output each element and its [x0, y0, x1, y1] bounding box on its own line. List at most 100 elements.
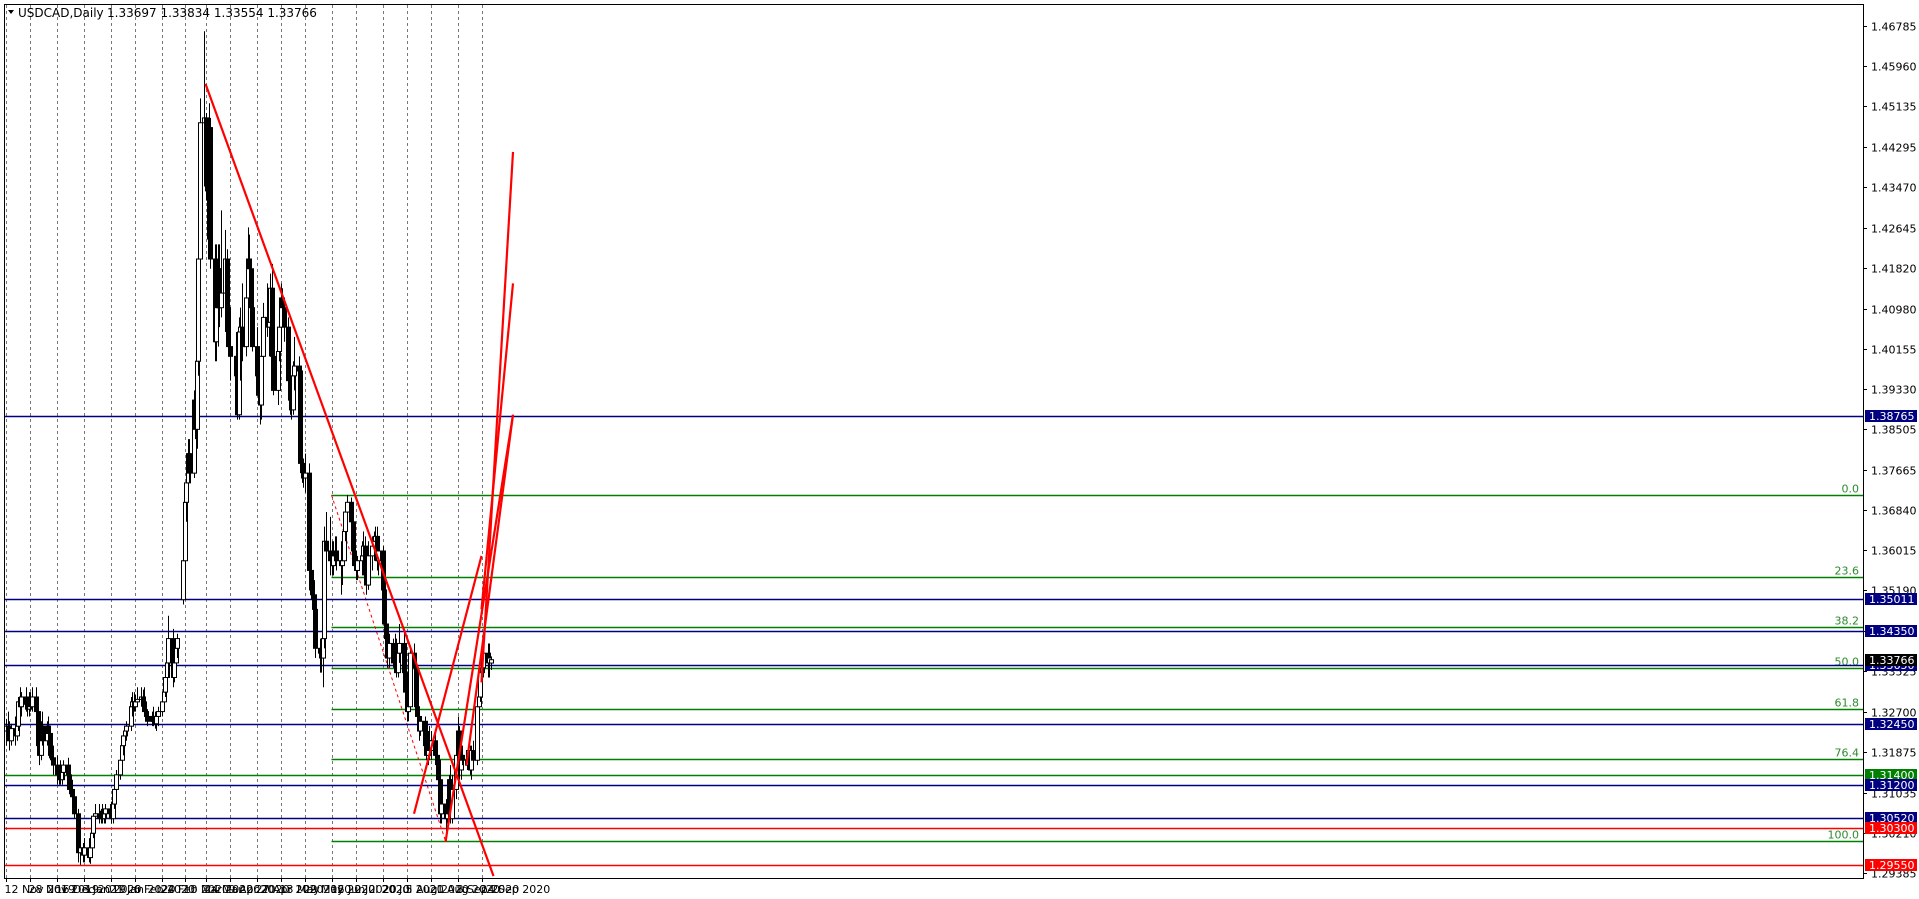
candle-body-bull	[418, 720, 423, 732]
candle-body-bull	[475, 706, 480, 761]
level-price-badge	[1865, 593, 1917, 605]
candle	[418, 716, 423, 736]
fibonacci-retracement[interactable]: 0.0 23.6 38.2 50.0 61.8 76.4 100.0	[331, 483, 1864, 843]
candle-body-bear	[228, 346, 233, 357]
x-tick-label: 10 Mar 2020	[184, 883, 254, 896]
candle-body-bull	[345, 501, 350, 513]
candle-body-bear	[334, 550, 339, 562]
dropdown-triangle-icon[interactable]	[8, 10, 14, 14]
level-price-badge-label: 1.34350	[1869, 625, 1915, 638]
candle	[439, 789, 444, 824]
fib-diagonal[interactable]	[331, 494, 446, 842]
candle-body-bear	[240, 326, 245, 348]
fib-level-label: 38.2	[1835, 615, 1860, 628]
x-tick-label: 6 Feb 2020	[134, 883, 195, 896]
candle	[72, 794, 77, 819]
candle	[51, 745, 56, 775]
candle-body-bull	[114, 774, 119, 790]
candle	[334, 536, 339, 571]
candle	[355, 555, 360, 581]
level-price-badge	[1865, 822, 1917, 834]
candle	[67, 769, 72, 795]
candle	[489, 656, 494, 671]
candle	[19, 692, 24, 717]
candle	[219, 210, 224, 318]
candle	[175, 633, 180, 659]
candle-body-bull	[88, 847, 93, 859]
trend-line-channel-upper[interactable]	[412, 555, 483, 815]
candle-body-bear	[76, 813, 81, 854]
y-tick-label: 1.31875	[1871, 747, 1917, 760]
x-tick-label: 28 Nov 2019	[29, 883, 99, 896]
y-tick-label: 1.45960	[1871, 61, 1917, 74]
candle-body-bull	[244, 297, 249, 348]
candle-body-bull	[277, 326, 282, 352]
x-tick-label: 16 Jun 2020	[331, 883, 397, 896]
candle-body-bull	[340, 560, 345, 567]
y-tick-label: 1.44295	[1871, 142, 1917, 155]
candle-body-bull	[343, 511, 348, 533]
candle-body-bull	[9, 728, 14, 742]
candle-body-bull	[30, 696, 35, 708]
candle-body-bull	[292, 365, 297, 377]
x-tick-label: 8 Sep 2020	[457, 883, 520, 896]
candle-body-bull	[214, 307, 219, 343]
level-price-badge	[1865, 718, 1917, 730]
candle-body-bull	[61, 764, 66, 773]
price-axis[interactable]: 1.46785 1.45960 1.45135 1.44295 1.43470 1.426…	[1863, 21, 1917, 881]
trend-line-channel-lower[interactable]	[444, 414, 515, 843]
x-tick-label: 24 Mar 2020	[205, 883, 275, 896]
trend-line-median-line[interactable]	[465, 414, 515, 766]
candle	[61, 760, 66, 780]
candle	[187, 439, 192, 483]
candle	[460, 745, 465, 766]
candle-body-bull	[93, 813, 98, 817]
candle-body-bear	[187, 453, 192, 474]
trend-lines[interactable]	[204, 83, 515, 877]
candle-body-bull	[163, 677, 168, 693]
level-price-badge	[1865, 625, 1917, 637]
candle	[114, 769, 119, 795]
candle	[40, 711, 45, 746]
candle	[307, 463, 312, 581]
level-price-badge-label: 1.35011	[1869, 593, 1915, 606]
y-tick-label: 1.42645	[1871, 223, 1917, 236]
candle-body-bull	[184, 482, 189, 503]
candle-body-bull	[181, 560, 186, 601]
candle-body-bear	[208, 127, 213, 260]
candle-body-bear	[34, 696, 39, 713]
trend-line-steep-upper[interactable]	[480, 151, 515, 683]
trend-line-mid-upper[interactable]	[480, 283, 515, 610]
trend-line-downtrend[interactable]	[204, 83, 495, 877]
candle-body-bear	[324, 540, 329, 552]
candle-body-bull	[303, 472, 308, 479]
candle-body-bull	[133, 701, 138, 708]
chart-header: USDCAD,Daily 1.33697 1.33834 1.33554 1.3…	[8, 6, 317, 20]
level-price-badge-label: 1.38765	[1869, 410, 1915, 423]
candle	[156, 706, 161, 727]
candle-body-bear	[286, 326, 291, 382]
candle	[292, 336, 297, 391]
level-price-badge	[1865, 779, 1917, 791]
candle-body-bear	[142, 701, 147, 713]
x-tick-label: 21 Aug 2020	[430, 883, 500, 896]
ohlc-label: 1.33697 1.33834 1.33554 1.33766	[107, 6, 317, 20]
y-tick-label: 1.38505	[1871, 424, 1917, 437]
x-tick-label: 29 May 2020	[304, 883, 376, 896]
symbol-label: USDCAD,Daily	[18, 6, 104, 20]
level-price-badge	[1865, 812, 1917, 824]
x-tick-label: 13 May 2020	[280, 883, 352, 896]
candle	[82, 838, 87, 863]
candle-body-bull	[259, 355, 264, 406]
candle-body-bear	[415, 706, 420, 717]
candle-body-bear	[67, 774, 72, 790]
candle-body-bull	[82, 847, 87, 856]
candle-body-bull	[489, 659, 494, 664]
x-tick-label: 3 Jan 2020	[83, 883, 142, 896]
chart-frame	[4, 4, 1864, 879]
candle	[271, 346, 276, 396]
level-price-badge-label: 1.32450	[1869, 718, 1915, 731]
